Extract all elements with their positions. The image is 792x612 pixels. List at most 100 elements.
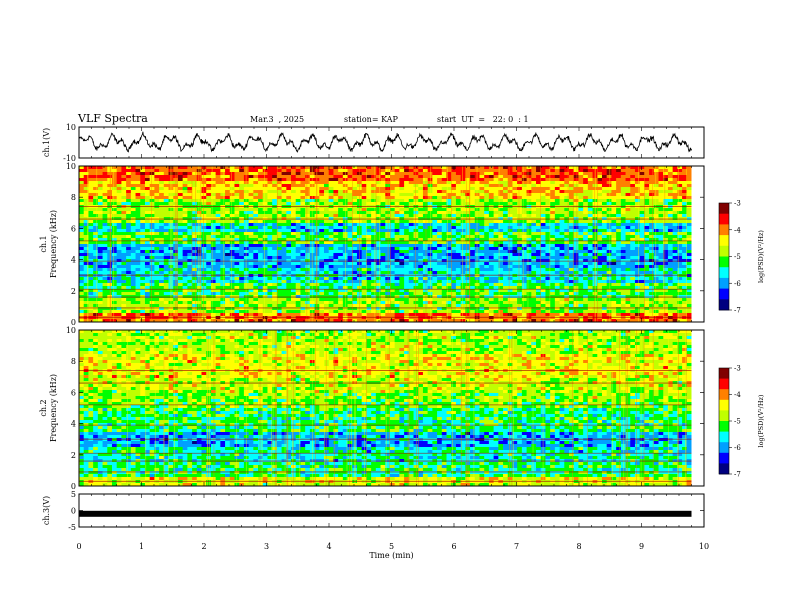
ch1-spectrogram-cell (686, 241, 692, 245)
ch1-spectrogram-cell (324, 187, 330, 191)
ch1-spectrogram-cell (126, 166, 132, 170)
ch1-spectrogram-cell (559, 166, 565, 170)
ch1-spectrogram-cell (437, 268, 443, 272)
ch1-spectrogram-cell (413, 229, 419, 233)
ch1-spectrogram-cell (507, 214, 513, 218)
ch1-spectrogram-cell (470, 274, 476, 278)
ch1-spectrogram-cell (319, 178, 325, 182)
ch1-spectrogram-cell (493, 214, 499, 218)
ch1-spectrogram-cell (192, 253, 198, 257)
ch1-spectrogram-cell (493, 172, 499, 176)
ch1-spectrogram-cell (79, 247, 85, 251)
ch1-spectrogram-cell (639, 172, 645, 176)
ch1-spectrogram-cell (446, 190, 452, 194)
ch1-spectrogram-cell (88, 166, 94, 170)
ch1-spectrogram-cell (437, 220, 443, 224)
ch1-spectrogram-cell (620, 238, 626, 242)
ch1-spectrogram-cell (295, 175, 301, 179)
ch1-spectrogram-cell (441, 229, 447, 233)
ch1-spectrogram-cell (116, 223, 122, 227)
ch1-spectrogram-cell (564, 196, 570, 200)
ch1-spectrogram-cell (154, 196, 160, 200)
ch1-spectrogram-cell (667, 187, 674, 191)
ch1-spectrogram-cell (550, 274, 556, 278)
ch1-spectrogram-cell (404, 274, 410, 278)
ch1-spectrogram-cell (432, 262, 438, 266)
ch1-spectrogram-cell (248, 241, 254, 245)
ch1-spectrogram-cell (239, 268, 245, 272)
ch1-spectrogram-cell (545, 238, 551, 242)
ch1-spectrogram-cell (479, 250, 485, 254)
ch1-spectrogram-cell (517, 268, 523, 272)
ch1-spectrogram-cell (206, 271, 212, 275)
ch1-spectrogram-cell (272, 211, 278, 215)
ch1-spectrogram-cell (616, 268, 622, 272)
ch1-spectrogram-cell (239, 178, 245, 182)
ch1-spectrogram-cell (484, 187, 490, 191)
ch1-spectrogram-cell (649, 244, 655, 248)
ch1-spectrogram-cell (116, 277, 122, 281)
ch1-spectrogram-cell (182, 193, 188, 197)
ch1-spectrogram-cell (667, 175, 674, 179)
ch1-spectrogram-cell (324, 238, 330, 242)
ch1-spectrogram-cell (262, 259, 268, 263)
ch1-spectrogram-cell (498, 211, 504, 215)
ch1-spectrogram-cell (366, 271, 372, 275)
ch1-spectrogram-cell (441, 196, 447, 200)
ch1-spectrogram-cell (625, 169, 631, 173)
ch1-spectrogram-cell (601, 181, 608, 185)
ch1-spectrogram-cell (521, 202, 527, 206)
ch1-spectrogram-cell (634, 175, 641, 179)
ch1-spectrogram-cell (583, 169, 589, 173)
ch1-spectrogram-cell (639, 211, 645, 215)
ch1-spectrogram-cell (606, 211, 612, 215)
ch1-spectrogram-cell (352, 262, 358, 266)
ch1-spectrogram-cell (248, 181, 254, 185)
ch1-spectrogram-cell (272, 208, 278, 212)
ch1-spectrogram-cell (262, 250, 268, 254)
ch1-spectrogram-cell (517, 181, 523, 185)
ch1-spectrogram-cell (667, 244, 674, 248)
ch1-spectrogram-cell (441, 259, 447, 263)
ch1-spectrogram-cell (88, 172, 94, 176)
ch1-spectrogram-cell (347, 253, 353, 257)
ch1-spectrogram-cell (677, 211, 683, 215)
ch1-spectrogram-cell (187, 211, 193, 215)
ch1-spectrogram-cell (225, 226, 231, 230)
ch1-spectrogram-cell (83, 211, 89, 215)
ch1-spectrogram-cell (540, 187, 546, 191)
ch1-spectrogram-cell (83, 259, 89, 263)
ch1-spectrogram-cell (686, 202, 692, 206)
ch1-spectrogram-cell (215, 196, 221, 200)
ch1-spectrogram-cell (620, 259, 626, 263)
ch1-spectrogram-cell (352, 187, 358, 191)
ch1-spectrogram-cell (201, 184, 207, 188)
ch1-spectrogram-cell (144, 199, 151, 203)
ch1-spectrogram-cell (206, 238, 212, 242)
ch1-spectrogram-cell (470, 214, 476, 218)
ch1-spectrogram-cell (333, 241, 339, 245)
ch1-spectrogram-cell (498, 181, 504, 185)
ch1-spectrogram-cell (630, 226, 636, 230)
ch1-spectrogram-cell (686, 274, 692, 278)
ch1-spectrogram-cell (210, 190, 217, 194)
ch1-spectrogram-cell (536, 274, 542, 278)
ch1-spectrogram-cell (413, 265, 419, 269)
ch1-spectrogram-cell (592, 229, 598, 233)
ch1-spectrogram-cell (248, 172, 254, 176)
ch1-spectrogram-cell (258, 271, 264, 275)
ch1-spectrogram-cell (479, 175, 485, 179)
ch1-spectrogram-cell (408, 256, 414, 260)
ch1-spectrogram-cell (451, 220, 457, 224)
ch1-spectrogram-cell (507, 244, 513, 248)
ch1-spectrogram-cell (470, 244, 476, 248)
ch1-spectrogram-cell (606, 169, 612, 173)
ch1-spectrogram-cell (573, 247, 579, 251)
ch1-spectrogram-cell (201, 211, 207, 215)
ch1-spectrogram-cell (243, 247, 250, 251)
ch1-spectrogram-cell (512, 244, 518, 248)
ch1-spectrogram-cell (295, 211, 301, 215)
ch1-spectrogram-cell (225, 259, 231, 263)
ch1-spectrogram-cell (111, 277, 118, 281)
ch1-spectrogram-cell (121, 265, 127, 269)
